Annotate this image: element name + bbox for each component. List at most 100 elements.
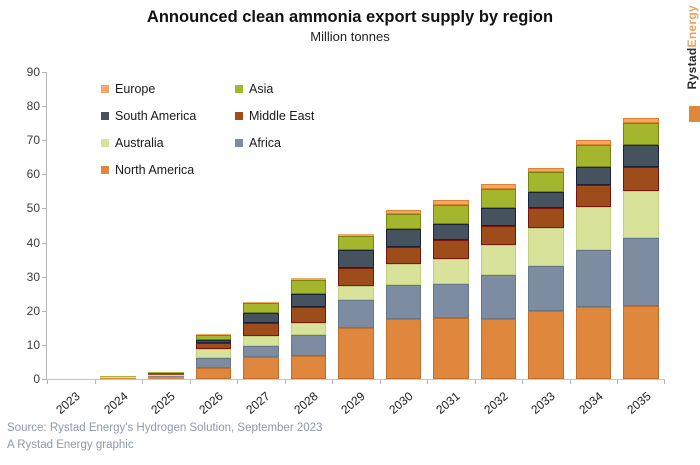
bar-segment	[148, 371, 184, 373]
bar-slot-2034	[570, 72, 618, 379]
stacked-bar-2035	[623, 118, 659, 379]
bar-slot-2024	[95, 72, 143, 379]
x-axis-labels: 2023 2024 2025 2026 2027 2028 2029 2030 2031 2032…	[46, 382, 664, 424]
y-tick-label: 80	[26, 99, 40, 114]
bar-segment	[433, 200, 469, 206]
bar-segment	[243, 323, 279, 337]
bar-segment	[243, 312, 279, 324]
legend-item-middle-east: Middle East	[235, 109, 314, 123]
legend-item-north-america: North America	[101, 163, 235, 177]
bar-segment	[290, 334, 327, 357]
bar-segment	[148, 373, 184, 375]
legend-swatch-icon	[101, 139, 109, 147]
bar-segment	[385, 247, 422, 265]
bar-segment	[100, 377, 137, 379]
bars-row	[47, 72, 665, 379]
logo-text-dark: Rystad	[685, 47, 699, 90]
bar-slot-2030	[380, 72, 428, 379]
bar-segment	[575, 140, 612, 146]
legend-item-asia: Asia	[235, 82, 314, 96]
y-axis-labels: 0 10 20 30 40 50 60 70 80 90	[0, 65, 40, 386]
stacked-bar-2026	[195, 333, 232, 379]
bar-segment	[480, 189, 517, 209]
bar-segment	[433, 283, 469, 319]
y-tick-mark	[42, 344, 46, 346]
x-tick-mark	[427, 380, 429, 384]
bar-segment	[243, 301, 279, 303]
legend-label: Europe	[115, 82, 156, 96]
bar-segment	[100, 376, 137, 378]
x-tick-mark	[189, 380, 191, 384]
bar-segment	[338, 299, 374, 328]
bar-segment	[195, 334, 232, 340]
bar-slot-2026	[190, 72, 238, 379]
logo-text-accent: Energy	[685, 5, 699, 48]
y-tick-label: 20	[26, 303, 40, 318]
legend-label: North America	[115, 163, 195, 177]
stacked-bar-2031	[433, 200, 469, 379]
legend-label: Middle East	[249, 109, 315, 123]
bar-segment	[195, 339, 232, 344]
bar-segment	[195, 357, 232, 368]
bar-segment	[243, 356, 279, 379]
y-tick-label: 30	[26, 269, 40, 284]
bar-segment	[528, 191, 564, 209]
legend-item-africa: Africa	[235, 136, 314, 150]
x-tick-mark	[142, 380, 144, 384]
source-line: Source: Rystad Energy's Hydrogen Solutio…	[7, 422, 323, 434]
bar-segment	[338, 249, 374, 269]
bar-slot-2028	[285, 72, 333, 379]
y-tick-mark	[42, 174, 46, 176]
bar-segment	[148, 372, 184, 374]
bar-segment	[480, 184, 517, 190]
bar-segment	[528, 311, 564, 379]
bar-segment	[480, 208, 517, 226]
stacked-bar-2034	[575, 140, 612, 379]
y-tick-mark	[42, 106, 46, 108]
bar-segment	[290, 293, 327, 308]
bar-segment	[575, 206, 612, 251]
bar-segment	[480, 244, 517, 275]
bar-segment	[575, 166, 612, 186]
y-tick-mark	[42, 208, 46, 210]
bar-segment	[195, 349, 232, 358]
bar-segment	[338, 327, 374, 379]
x-tick-mark	[474, 380, 476, 384]
x-tick-label: 2023	[53, 389, 83, 417]
x-tick-mark	[664, 380, 665, 384]
bar-segment	[623, 118, 659, 123]
x-tick-label: 2035	[623, 389, 654, 417]
stacked-bar-2030	[385, 209, 422, 379]
bar-slot-2029	[332, 72, 380, 379]
y-tick-label: 50	[26, 201, 40, 216]
bar-slot-2035	[617, 72, 665, 379]
x-tick-label: 2032	[481, 389, 511, 417]
bar-segment	[433, 240, 469, 259]
bar-segment	[148, 376, 184, 379]
legend-item-europe: Europe	[101, 82, 235, 96]
legend-swatch-icon	[235, 139, 243, 147]
bar-segment	[433, 258, 469, 284]
x-tick-mark	[569, 380, 571, 384]
bar-segment	[195, 343, 232, 350]
bar-segment	[243, 336, 279, 346]
y-tick-mark	[42, 242, 46, 244]
stacked-bar-2028	[290, 278, 327, 379]
legend: Europe Asia South America Middle East Austra…	[101, 82, 314, 177]
bar-segment	[243, 345, 279, 357]
bar-segment	[338, 268, 374, 286]
legend-swatch-icon	[235, 85, 243, 93]
stacked-bar-2025	[148, 371, 184, 379]
bar-segment	[528, 228, 564, 267]
bar-segment	[148, 374, 184, 376]
bar-segment	[433, 223, 469, 241]
stacked-bar-2032	[480, 184, 517, 379]
chart-subtitle: Million tonnes	[310, 29, 390, 44]
stacked-bar-2024	[100, 375, 137, 379]
y-tick-label: 0	[33, 372, 40, 386]
x-tick-label: 2025	[148, 389, 178, 417]
x-tick-label: 2029	[338, 389, 368, 417]
bar-segment	[480, 225, 517, 245]
bar-segment	[290, 278, 327, 281]
